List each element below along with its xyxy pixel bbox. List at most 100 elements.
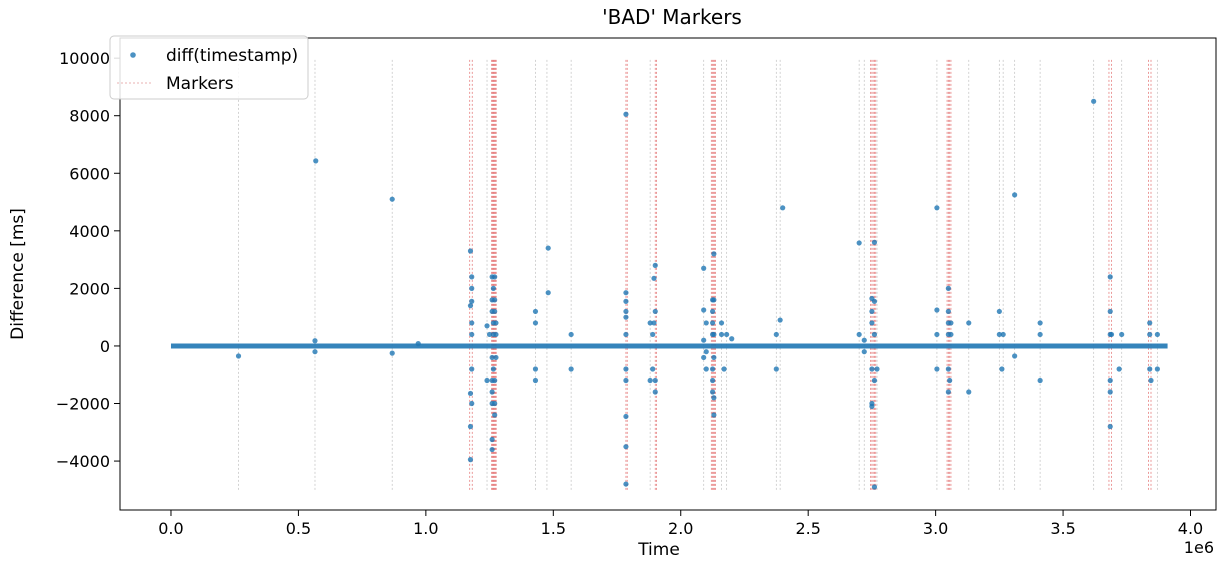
data-point-60	[623, 377, 629, 384]
y-tick-label-3: 2000	[69, 279, 110, 298]
data-point-133	[996, 308, 1002, 315]
data-point-59	[623, 413, 629, 420]
data-point-143	[1107, 274, 1113, 280]
x-tick-label-7: 3.5	[1050, 519, 1075, 538]
data-point-90	[711, 395, 717, 401]
data-point-120	[934, 331, 940, 338]
data-point-131	[966, 320, 972, 326]
data-point-41	[493, 320, 499, 326]
data-point-20	[484, 377, 490, 384]
data-point-34	[490, 366, 497, 372]
data-point-148	[1107, 389, 1113, 395]
data-point-69	[652, 262, 658, 268]
data-point-53	[623, 308, 629, 315]
data-point-50	[568, 331, 574, 338]
data-point-42	[493, 331, 499, 338]
data-point-8	[467, 457, 474, 463]
data-point-5	[389, 350, 395, 356]
data-point-94	[718, 331, 725, 338]
x-tick-label-3: 1.5	[541, 519, 566, 538]
points-layer	[235, 98, 1160, 490]
data-point-56	[623, 314, 629, 320]
data-point-81	[710, 308, 716, 315]
data-point-19	[484, 323, 490, 329]
data-point-119	[934, 307, 940, 313]
y-tick-label-1: −2000	[56, 395, 110, 414]
data-point-78	[703, 366, 709, 372]
data-point-134	[996, 331, 1002, 338]
data-point-86	[710, 366, 716, 372]
data-point-2	[312, 349, 318, 355]
data-point-99	[773, 366, 779, 372]
data-point-38	[492, 308, 498, 315]
data-point-100	[777, 317, 783, 323]
data-point-43	[493, 354, 499, 361]
data-point-46	[532, 366, 539, 372]
plot-frame	[119, 37, 1217, 511]
data-point-118	[934, 205, 940, 211]
data-point-102	[856, 240, 862, 246]
data-point-89	[711, 412, 717, 418]
data-point-122	[945, 285, 951, 291]
data-point-4	[389, 196, 395, 202]
data-point-96	[724, 331, 730, 338]
data-point-101	[780, 205, 786, 211]
x-tick-label-5: 2.5	[795, 519, 820, 538]
x-axis: 0.0 0.5 1.0 1.5 2.0 2.5 3.0 3.5 4.0	[158, 510, 1203, 538]
data-point-135	[999, 366, 1005, 372]
data-point-7	[467, 248, 474, 254]
data-point-75	[701, 337, 707, 343]
data-point-0	[235, 353, 242, 359]
data-point-141	[1037, 377, 1043, 384]
data-point-113	[871, 298, 878, 304]
data-point-51	[568, 366, 574, 372]
y-axis-label: Difference [ms]	[8, 208, 28, 340]
data-point-62	[623, 366, 629, 372]
data-point-95	[721, 366, 727, 372]
data-point-87	[711, 251, 717, 257]
data-point-130	[948, 320, 954, 326]
chart-title: 'BAD' Markers	[602, 5, 742, 29]
data-point-92	[711, 354, 717, 361]
data-point-82	[710, 320, 716, 326]
data-point-79	[703, 349, 709, 355]
data-point-151	[1119, 331, 1125, 338]
data-point-9	[467, 303, 474, 309]
y-tick-label-2: 0	[100, 337, 110, 356]
data-point-3	[313, 158, 319, 164]
data-point-146	[1107, 377, 1113, 384]
data-point-54	[623, 298, 629, 304]
data-point-30	[489, 354, 495, 361]
data-point-77	[703, 320, 709, 326]
data-point-88	[711, 297, 717, 303]
data-point-65	[650, 331, 656, 338]
data-point-129	[948, 331, 954, 338]
data-point-140	[1037, 331, 1043, 338]
data-point-123	[945, 308, 951, 315]
data-point-137	[1012, 192, 1018, 198]
data-point-44	[532, 308, 539, 315]
legend-label-markers: Markers	[166, 74, 234, 94]
data-point-1	[312, 338, 318, 344]
data-point-84	[710, 389, 716, 395]
x-tick-label-2: 1.0	[413, 519, 438, 538]
y-tick-label-6: 8000	[69, 107, 110, 126]
data-point-18	[469, 366, 475, 372]
data-point-128	[947, 377, 953, 384]
data-point-12	[469, 298, 475, 304]
data-point-10	[467, 390, 474, 397]
data-point-35	[492, 274, 498, 280]
data-point-74	[701, 307, 707, 313]
data-point-49	[545, 290, 551, 296]
data-point-26	[489, 446, 495, 453]
data-point-61	[623, 331, 629, 338]
data-point-138	[1012, 353, 1018, 359]
data-point-154	[1147, 366, 1153, 372]
data-point-105	[861, 349, 867, 355]
data-point-112	[871, 239, 878, 245]
legend-point-swatch	[130, 52, 136, 58]
data-point-76	[701, 354, 707, 361]
data-point-55	[623, 290, 629, 296]
x-tick-label-8: 4.0	[1178, 519, 1203, 538]
